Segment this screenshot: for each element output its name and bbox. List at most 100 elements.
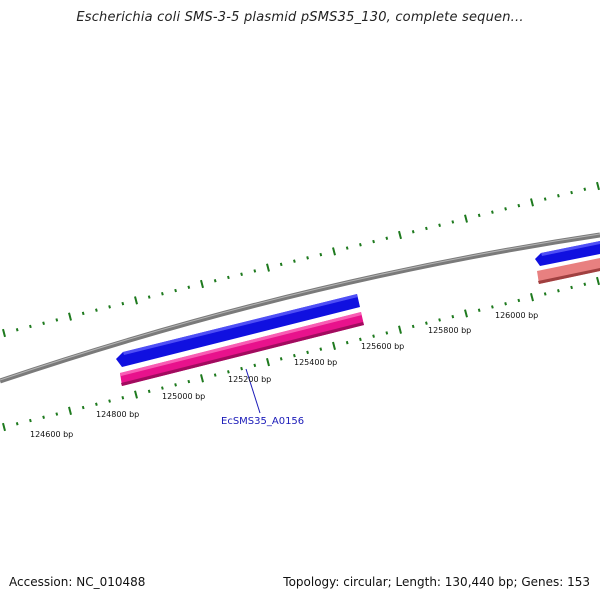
outer-tick [451, 220, 455, 224]
outer-tick [55, 318, 59, 322]
outer-tick [279, 262, 283, 267]
gene-forward-1[interactable] [116, 294, 360, 367]
inner-tick [425, 321, 428, 325]
topology-summary: Topology: circular; Length: 130,440 bp; … [283, 575, 590, 589]
inner-tick [240, 366, 243, 371]
outer-tick [200, 279, 204, 289]
scale-label-125200: 125200 bp [228, 375, 271, 384]
outer-tick-row [2, 181, 600, 338]
outer-tick [411, 230, 415, 234]
inner-tick [55, 412, 59, 416]
inner-tick [29, 418, 32, 423]
outer-tick [293, 259, 296, 263]
outer-tick [359, 243, 362, 247]
outer-tick [385, 236, 389, 240]
outer-tick [15, 328, 19, 332]
outer-tick [227, 275, 230, 280]
outer-tick [161, 292, 164, 296]
inner-tick [279, 357, 283, 361]
outer-tick [174, 288, 177, 293]
inner-tick [121, 396, 125, 400]
inner-tick [95, 402, 98, 406]
inner-tick [570, 285, 573, 290]
inner-tick-row [2, 276, 600, 432]
inner-tick [187, 379, 191, 384]
outer-tick [121, 301, 125, 306]
inner-tick [451, 314, 455, 319]
inner-tick [345, 340, 349, 345]
outer-tick [504, 207, 507, 211]
inner-tick [81, 405, 85, 410]
inner-tick [227, 370, 230, 374]
gene-label-leader [245, 368, 261, 414]
outer-tick [68, 312, 72, 321]
inner-tick [293, 353, 296, 358]
outer-tick [108, 305, 111, 309]
inner-tick [134, 390, 138, 399]
inner-tick [68, 406, 72, 415]
outer-tick [332, 247, 336, 256]
scale-label-124800: 124800 bp [96, 410, 139, 419]
outer-tick [29, 324, 32, 329]
outer-tick [81, 311, 85, 316]
outer-tick [596, 181, 600, 191]
gene-reverse-2[interactable] [537, 258, 600, 284]
inner-tick [319, 347, 323, 351]
outer-tick [543, 197, 547, 201]
outer-tick [319, 252, 323, 257]
inner-tick [108, 399, 111, 403]
inner-tick [306, 350, 309, 355]
inner-tick [438, 318, 441, 322]
scale-label-124600: 124600 bp [30, 430, 73, 439]
inner-tick [543, 292, 547, 296]
outer-tick [345, 246, 349, 250]
outer-tick [425, 226, 428, 231]
inner-tick [2, 422, 6, 432]
inner-tick [253, 363, 257, 368]
inner-tick [266, 357, 270, 367]
inner-tick [596, 276, 600, 286]
outer-tick [134, 296, 138, 305]
outer-tick [583, 187, 587, 191]
scale-label-125400: 125400 bp [294, 358, 337, 367]
inner-tick [477, 308, 481, 312]
outer-tick [253, 269, 257, 273]
gene-label-ecsms35-a0156[interactable]: EcSMS35_A0156 [221, 416, 304, 427]
inner-tick [161, 386, 164, 390]
outer-tick [306, 256, 309, 260]
outer-tick [517, 203, 521, 208]
inner-tick [530, 293, 534, 302]
inner-tick [174, 383, 177, 387]
scale-label-125000: 125000 bp [162, 392, 205, 401]
scale-label-126000: 126000 bp [495, 311, 538, 320]
gene-forward-2[interactable] [535, 241, 600, 266]
inner-tick [517, 298, 521, 303]
outer-tick [147, 295, 151, 299]
backbone-highlight [0, 233, 600, 381]
inner-tick [200, 374, 204, 383]
outer-tick [95, 308, 98, 312]
gene-reverse-1[interactable] [120, 312, 364, 386]
outer-tick [213, 279, 217, 283]
scale-label-125600: 125600 bp [361, 342, 404, 351]
inner-tick [411, 324, 415, 329]
backbone-line [0, 232, 600, 384]
outer-tick [491, 210, 494, 214]
inner-tick [332, 341, 336, 351]
inner-tick [213, 373, 217, 377]
inner-tick [147, 389, 151, 394]
outer-tick [530, 198, 534, 207]
outer-tick [438, 223, 441, 227]
inner-tick [583, 282, 587, 286]
inner-tick [385, 331, 389, 335]
outer-tick [464, 214, 468, 223]
inner-tick [42, 415, 45, 419]
scale-label-125800: 125800 bp [428, 326, 471, 335]
outer-tick [570, 190, 573, 195]
outer-tick [557, 194, 560, 198]
outer-tick [372, 239, 375, 244]
accession-text: Accession: NC_010488 [9, 575, 146, 589]
outer-tick [42, 321, 45, 325]
inner-tick [557, 289, 560, 293]
